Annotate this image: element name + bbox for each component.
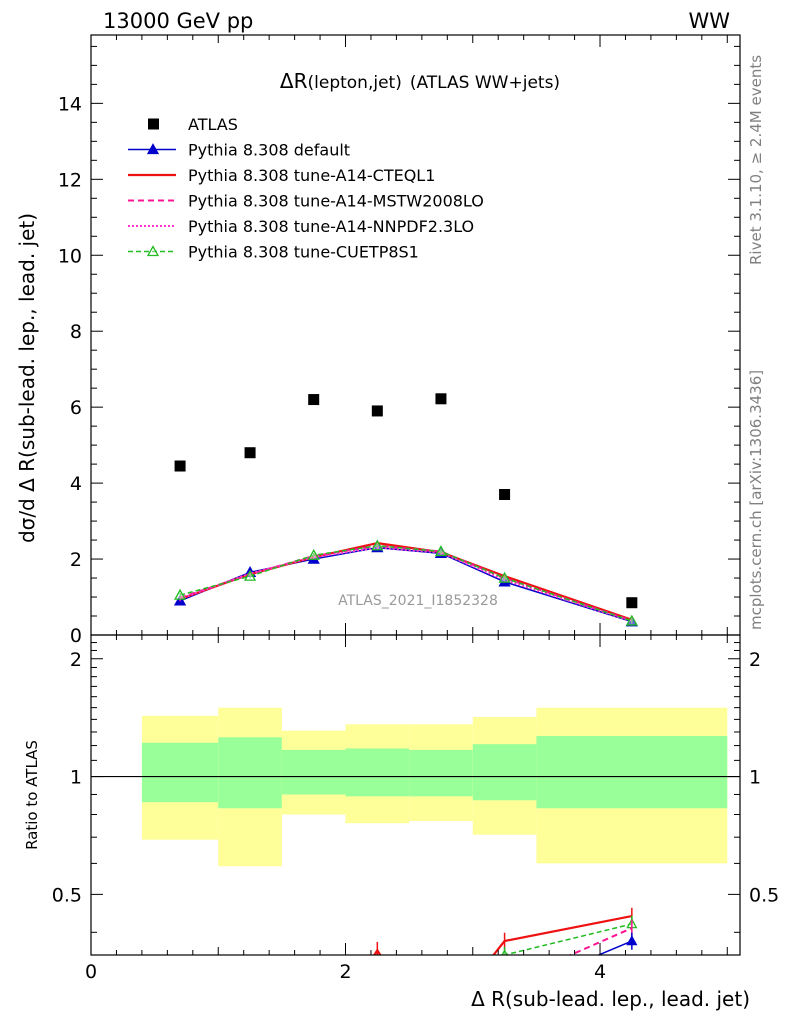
data-point — [434, 545, 448, 557]
data-point — [498, 571, 511, 583]
header-right: WW — [688, 9, 730, 33]
analysis-watermark: ATLAS_2021_I1852328 — [338, 593, 498, 609]
y-tick-label: 10 — [58, 245, 82, 267]
stat-uncertainty-band — [141, 742, 219, 803]
data-point — [625, 614, 638, 626]
mcplots-label: mcplots.cern.ch [arXiv:1306.3436] — [747, 370, 765, 630]
ratio-series-line — [492, 915, 633, 955]
stat-uncertainty-band — [281, 749, 346, 795]
series-line-4 — [179, 546, 633, 623]
y-tick-label: 4 — [70, 473, 82, 495]
series-line-1 — [179, 546, 633, 623]
legend-label: Pythia 8.308 tune-A14-NNPDF2.3LO — [188, 217, 474, 236]
ratio-y-tick-label: 1 — [70, 767, 82, 789]
ratio-y-tick-label-right: 1 — [749, 767, 761, 789]
plot-title-suffix: (ATLAS WW+jets) — [410, 73, 560, 93]
x-tick-label: 2 — [339, 961, 351, 983]
stat-uncertainty-band — [536, 735, 728, 809]
data-point — [173, 588, 187, 600]
series-line-5 — [179, 545, 633, 622]
legend-marker-atlas — [148, 118, 159, 130]
data-point — [243, 569, 257, 581]
ratio-y-tick-label-right: 2 — [749, 649, 761, 671]
y-tick-label: 14 — [58, 93, 82, 115]
header-left: 13000 GeV pp — [103, 9, 253, 33]
x-tick-label: 0 — [85, 961, 97, 983]
atlas-data-point — [174, 460, 186, 472]
atlas-data-point — [626, 597, 638, 609]
stat-uncertainty-band — [218, 737, 282, 809]
ratio-y-tick-label: 2 — [70, 649, 82, 671]
atlas-data-point — [435, 393, 447, 405]
atlas-data-point — [499, 488, 511, 500]
x-axis-label: Δ R(sub-lead. lep., lead. jet) — [471, 987, 750, 1011]
stat-uncertainty-band — [409, 749, 473, 797]
ratio-y-tick-label-right: 0.5 — [749, 884, 779, 906]
plot-title: ΔR(lepton,jet) (ATLAS WW+jets) — [280, 69, 560, 93]
ratio-point — [626, 935, 638, 946]
atlas-data-point — [308, 394, 320, 406]
legend-label: Pythia 8.308 default — [188, 141, 350, 160]
plot-title-sub: (lepton,jet) — [308, 73, 402, 93]
data-point — [307, 548, 320, 560]
y-tick-label: 0 — [70, 625, 82, 647]
legend-label: Pythia 8.308 tune-CUETP8S1 — [188, 243, 419, 262]
stat-uncertainty-band — [472, 744, 537, 801]
legend-marker — [146, 245, 160, 257]
ratio-y-tick-label: 0.5 — [52, 884, 82, 906]
legend-label: Pythia 8.308 tune-A14-CTEQL1 — [188, 166, 435, 185]
main-y-axis-label: dσ/d Δ R(sub-lead. lep., lead. jet) — [15, 213, 39, 543]
ratio-plot-frame — [90, 634, 741, 956]
y-tick-label: 8 — [70, 321, 82, 343]
ratio-series-line — [568, 927, 633, 955]
atlas-data-point — [244, 447, 256, 459]
legend: ATLAS Pythia 8.308 default Pythia 8.308 tu… — [128, 115, 484, 262]
x-tick-label: 4 — [594, 961, 606, 983]
rivet-version-label: Rivet 3.1.10, ≥ 2.4M events — [747, 55, 765, 265]
data-point — [371, 539, 384, 551]
y-tick-label: 2 — [70, 549, 82, 571]
legend-marker — [146, 143, 160, 155]
y-tick-label: 12 — [58, 169, 82, 191]
stat-uncertainty-band — [345, 748, 410, 797]
ratio-series-line — [503, 923, 633, 955]
ratio-series-line — [596, 940, 633, 955]
legend-label: ATLAS — [188, 115, 238, 134]
y-tick-label: 6 — [70, 397, 82, 419]
legend-label: Pythia 8.308 tune-A14-MSTW2008LO — [188, 192, 484, 211]
plot-title-prefix: ΔR — [280, 69, 308, 93]
ratio-y-axis-label: Ratio to ATLAS — [23, 740, 41, 850]
atlas-data-point — [371, 405, 383, 417]
series-line-3 — [179, 544, 633, 622]
